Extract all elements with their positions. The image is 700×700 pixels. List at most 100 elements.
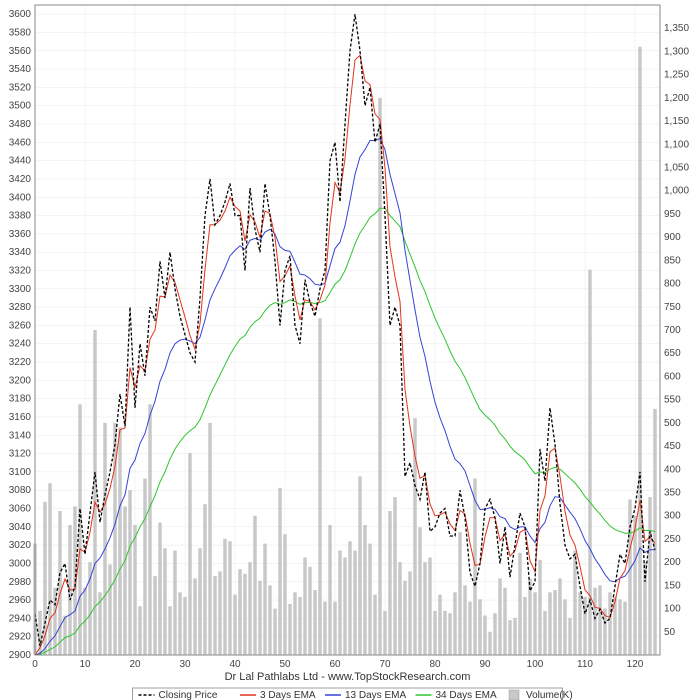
- volume-bar: [203, 504, 207, 655]
- y-right-tick: 1,250: [664, 70, 689, 81]
- y-right-tick: 750: [664, 302, 681, 313]
- x-tick: 30: [179, 659, 191, 670]
- volume-bar: [453, 592, 457, 655]
- y-right-tick: 250: [664, 534, 681, 545]
- x-tick: 10: [79, 659, 91, 670]
- x-tick: 110: [577, 659, 593, 670]
- volume-bar: [253, 516, 257, 655]
- volume-bar: [483, 616, 487, 655]
- volume-bar: [128, 490, 132, 655]
- volume-bar: [268, 585, 272, 655]
- volume-bar: [313, 590, 317, 655]
- y-right-tick: 100: [664, 604, 681, 615]
- y-right-tick: 1,350: [664, 23, 689, 34]
- volume-bar: [488, 632, 492, 655]
- volume-bar: [198, 548, 202, 655]
- volume-bar: [148, 404, 152, 655]
- volume-bar: [133, 525, 137, 655]
- volume-bar: [228, 541, 232, 655]
- volume-bar: [318, 318, 322, 655]
- volume-bar: [168, 606, 172, 655]
- volume-bar: [363, 525, 367, 655]
- volume-bar: [123, 506, 127, 655]
- volume-bar: [223, 539, 227, 655]
- y-left-tick: 3160: [9, 412, 32, 423]
- volume-bar: [373, 595, 377, 655]
- volume-bar: [478, 599, 482, 655]
- volume-bar: [563, 599, 567, 655]
- volume-bar: [183, 597, 187, 655]
- volume-bar: [393, 497, 397, 655]
- volume-bar: [138, 606, 142, 655]
- volume-bar: [263, 544, 267, 655]
- volume-bar: [463, 585, 467, 655]
- volume-bar: [163, 548, 167, 655]
- volume-bar: [248, 562, 252, 655]
- y-left-tick: 3440: [9, 156, 32, 167]
- volume-bar: [493, 613, 497, 655]
- y-right-tick: 600: [664, 371, 681, 382]
- y-right-tick: 1,200: [664, 93, 689, 104]
- x-tick: 0: [32, 659, 38, 670]
- y-left-tick: 3180: [9, 394, 32, 405]
- volume-bar: [548, 592, 552, 655]
- volume-bar: [233, 595, 237, 655]
- y-right-tick: 350: [664, 488, 681, 499]
- volume-bar: [473, 479, 477, 655]
- volume-bar: [423, 562, 427, 655]
- volume-bar: [243, 574, 247, 655]
- volume-bar: [288, 604, 292, 655]
- volume-bar: [63, 616, 67, 655]
- volume-bar: [348, 541, 352, 655]
- volume-bar: [188, 453, 192, 655]
- volume-bar: [498, 578, 502, 655]
- y-right-tick: 1,050: [664, 163, 689, 174]
- y-right-tick: 950: [664, 209, 681, 220]
- y-right-tick: 200: [664, 557, 681, 568]
- volume-bar: [653, 409, 657, 655]
- y-left-tick: 2980: [9, 577, 32, 588]
- volume-bar: [608, 592, 612, 655]
- volume-bar: [193, 578, 197, 655]
- y-left-tick: 3260: [9, 320, 32, 331]
- volume-bar: [518, 553, 522, 655]
- y-left-tick: 3080: [9, 485, 32, 496]
- volume-bar: [593, 588, 597, 655]
- volume-bar: [48, 483, 52, 655]
- volume-bar: [358, 476, 362, 655]
- x-tick: 70: [379, 659, 391, 670]
- legend-label: 3 Days EMA: [260, 690, 316, 700]
- y-left-tick: 3380: [9, 211, 32, 222]
- volume-bar: [333, 602, 337, 655]
- volume-bar: [468, 602, 472, 655]
- volume-bar: [258, 581, 262, 655]
- volume-bar: [238, 569, 242, 655]
- y-right-tick: 50: [664, 627, 676, 638]
- volume-bar: [598, 585, 602, 655]
- volume-bar: [173, 551, 177, 655]
- y-right-tick: 700: [664, 325, 681, 336]
- volume-bar: [558, 578, 562, 655]
- volume-bar: [103, 423, 107, 655]
- volume-bar: [338, 551, 342, 655]
- volume-bar: [583, 597, 587, 655]
- y-left-tick: 3600: [9, 9, 32, 20]
- y-left-tick: 3120: [9, 449, 32, 460]
- volume-bar: [353, 551, 357, 655]
- y-right-tick: 550: [664, 395, 681, 406]
- volume-bar: [648, 497, 652, 655]
- volume-bar: [578, 592, 582, 655]
- volume-bar: [568, 618, 572, 655]
- y-left-tick: 3140: [9, 430, 32, 441]
- volume-bar: [368, 544, 372, 655]
- volume-bar: [408, 571, 412, 655]
- volume-bar: [418, 527, 422, 655]
- volume-bar: [213, 576, 217, 655]
- y-right-tick: 500: [664, 418, 681, 429]
- volume-bar: [208, 423, 212, 655]
- volume-bar: [328, 525, 332, 655]
- volume-bar: [273, 609, 277, 655]
- stock-chart: 2900292029402960298030003020304030603080…: [0, 0, 700, 700]
- volume-bar: [633, 516, 637, 655]
- volume-bar: [433, 611, 437, 655]
